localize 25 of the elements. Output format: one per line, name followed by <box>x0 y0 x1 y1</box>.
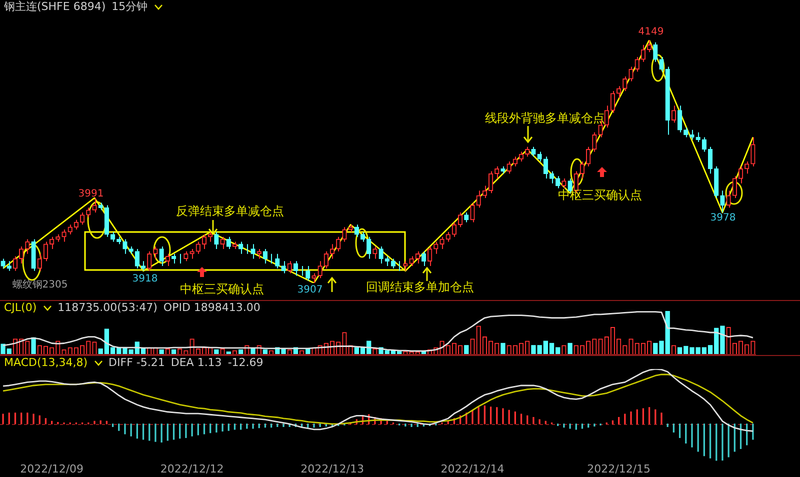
annotation: DIFF -5.21 <box>108 356 165 370</box>
annotation: 3918 <box>132 274 158 285</box>
chart-title: CJL(0) <box>4 301 37 315</box>
x-tick-label: 2022/12/13 <box>300 462 364 476</box>
annotation: 线段外背驰多单减仓点 <box>485 111 605 126</box>
annotation: 3991 <box>78 188 104 200</box>
annotation: DEA 1.13 <box>170 356 222 370</box>
x-tick-label: 2022/12/09 <box>20 462 84 476</box>
annotation: 中枢三买确认点 <box>180 282 264 296</box>
text: 3907 <box>297 284 323 296</box>
annotation: 回调结束多单加仓点 <box>366 280 474 294</box>
annotation: 118735.00(53:47) <box>58 301 158 315</box>
annotation: 3978 <box>710 212 736 224</box>
text: 4149 <box>638 26 664 38</box>
annotation: 螺纹钢2305 <box>12 278 68 291</box>
x-tick-label: 2022/12/12 <box>160 462 224 476</box>
x-tick-label: 2022/12/15 <box>587 462 651 476</box>
chart-title: 钢主连(SHFE 6894) <box>4 0 106 14</box>
chart-subtitle: 15分钟 <box>112 0 148 14</box>
annotation: 中枢三买确认点 <box>558 188 642 202</box>
annotation: 反弹结束多单减仓点 <box>176 204 284 218</box>
x-tick-label: 2022/12/14 <box>440 462 504 476</box>
annotation: OPID 1898413.00 <box>163 301 260 315</box>
chart-title: MACD(13,34,8) <box>4 356 88 370</box>
annotation: -12.69 <box>228 356 264 370</box>
